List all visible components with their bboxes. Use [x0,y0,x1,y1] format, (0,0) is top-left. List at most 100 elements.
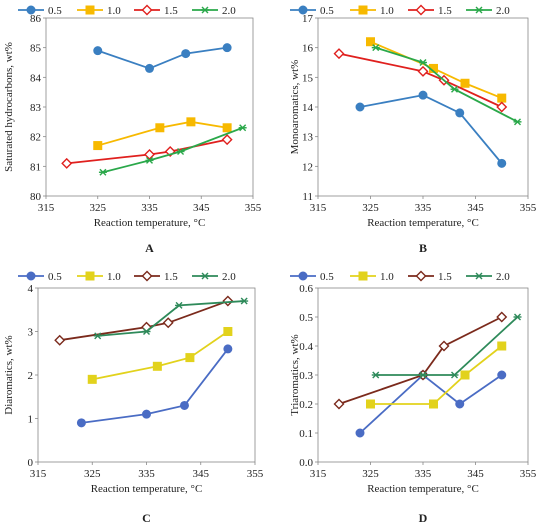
series-2.0 [98,124,247,176]
x-tick-label: 325 [84,468,101,480]
y-axis-label: Saturated hydrocarbons, wt% [3,42,15,172]
legend-label: 1.0 [107,271,121,283]
panel-d: 0.0 0.1 0.2 0.3 0.4 0.5 0.6 315 325 335 345 355 Reac… [289,270,537,525]
data-point [221,134,233,146]
x-tick-label: 315 [310,468,327,480]
y-tick-label: 83 [30,102,42,114]
legend-marker [85,271,95,281]
y-tick-label: 16 [302,43,314,55]
y-axis-label: Diaromatics, wt% [3,335,15,414]
data-point [450,85,459,93]
series-1.5 [333,311,508,410]
y-tick-label: 17 [302,13,314,25]
panel-letter: C [142,511,151,525]
legend-item: 1.0 [77,271,121,283]
data-point [222,123,232,133]
legend: 0.5 1.0 1.5 2.0 [290,4,510,17]
panel-c: 0 1 2 3 4 315 325 335 345 355 Reaction temperature… [3,270,264,525]
legend-item: 2.0 [192,271,236,283]
x-tick-label: 325 [90,202,107,214]
data-point [419,371,427,379]
legend-label: 1.5 [438,271,452,283]
data-point [76,418,86,428]
series-2.0 [93,297,249,340]
x-tick-label: 325 [362,202,379,214]
data-point [497,158,507,168]
data-point [155,123,165,133]
data-point [513,313,522,321]
legend-marker [141,4,153,16]
y-tick-label: 0.6 [299,283,313,295]
data-point [371,371,380,379]
data-point [179,400,189,410]
data-point [419,59,427,66]
series-2.0 [371,44,522,126]
series-line [375,46,518,123]
data-point [455,108,465,118]
series-line [97,46,228,70]
legend-marker [85,5,95,15]
legend-item: 1.0 [350,271,394,283]
series-0.5 [355,90,507,168]
data-point [455,399,465,409]
data-point [152,361,162,371]
x-tick-label: 345 [467,202,484,214]
y-tick-label: 82 [30,132,41,144]
y-tick-label: 0.3 [299,370,313,382]
data-point [238,124,247,132]
panel-letter: A [145,241,154,255]
data-point [145,63,154,73]
data-point [355,102,365,112]
data-point [162,317,174,329]
legend: 0.5 1.0 1.5 2.0 [18,4,236,17]
legend-item: 2.0 [466,271,510,283]
y-tick-label: 86 [30,13,42,25]
x-axis-label: Reaction temperature, °C [91,483,203,495]
data-point [175,301,184,309]
data-point [181,49,191,59]
legend: 0.5 1.0 1.5 2.0 [290,270,510,283]
data-point [93,332,102,340]
legend-marker [201,6,209,14]
legend: 0.5 1.0 1.5 2.0 [18,270,236,283]
legend-marker [475,6,483,14]
legend-label: 0.5 [48,5,62,17]
x-tick-label: 335 [415,468,432,480]
x-tick-label: 355 [520,202,537,214]
data-point [497,370,507,380]
legend-marker [26,5,36,15]
series-2.0 [371,313,522,379]
y-tick-label: 0.0 [299,457,313,469]
y-tick-label: 84 [30,72,42,84]
series-line [92,330,229,381]
x-tick-label: 335 [138,468,155,480]
data-point [144,148,155,160]
y-tick-label: 1 [28,414,34,426]
series-line [97,300,245,337]
x-tick-label: 315 [38,202,55,214]
series-1.0 [93,117,232,151]
data-point [496,311,508,323]
plot-frame [45,17,254,197]
legend-label: 2.0 [222,271,236,283]
legend-label: 2.0 [222,5,236,17]
legend-label: 0.5 [320,5,334,17]
legend-item: 1.5 [408,270,452,283]
legend-item: 1.5 [134,4,178,17]
y-tick-label: 3 [28,327,34,339]
y-tick-label: 0 [28,457,34,469]
y-tick-label: 4 [28,283,34,295]
x-tick-label: 335 [141,202,158,214]
series-line [102,126,243,174]
legend-label: 1.0 [380,271,394,283]
data-point [460,78,470,88]
legend-marker [298,5,308,15]
series-line [59,300,229,342]
x-tick-label: 315 [310,202,327,214]
data-point [513,118,522,126]
data-point [98,168,107,176]
y-axis-label: Triaromatics, wt% [289,334,301,415]
data-point [222,295,234,307]
data-point [460,370,470,380]
panel-b: 11 12 13 14 15 16 17 315 325 335 345 355 Reaction te… [289,4,537,255]
